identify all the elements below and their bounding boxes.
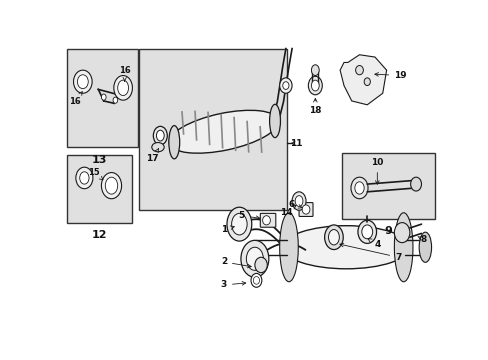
Bar xyxy=(67,155,131,222)
Ellipse shape xyxy=(118,80,128,95)
Ellipse shape xyxy=(114,76,132,100)
Ellipse shape xyxy=(410,177,421,191)
Ellipse shape xyxy=(361,225,372,239)
Ellipse shape xyxy=(156,130,164,141)
Ellipse shape xyxy=(77,75,88,89)
Ellipse shape xyxy=(354,182,364,194)
Ellipse shape xyxy=(364,78,369,86)
Polygon shape xyxy=(340,55,386,105)
Ellipse shape xyxy=(101,172,122,199)
Ellipse shape xyxy=(169,110,278,153)
Ellipse shape xyxy=(153,126,167,145)
Ellipse shape xyxy=(291,192,305,210)
Ellipse shape xyxy=(308,76,322,95)
Ellipse shape xyxy=(311,65,319,76)
Ellipse shape xyxy=(113,97,118,103)
Ellipse shape xyxy=(355,66,363,75)
Ellipse shape xyxy=(279,213,298,282)
Text: 3: 3 xyxy=(220,280,245,289)
Ellipse shape xyxy=(282,226,409,269)
Ellipse shape xyxy=(73,70,92,93)
Ellipse shape xyxy=(80,172,89,184)
Ellipse shape xyxy=(246,247,263,270)
Text: 10: 10 xyxy=(370,158,383,184)
Ellipse shape xyxy=(302,205,309,214)
Ellipse shape xyxy=(241,240,268,277)
Ellipse shape xyxy=(76,167,93,189)
Ellipse shape xyxy=(105,177,118,194)
Ellipse shape xyxy=(250,274,261,287)
Bar xyxy=(67,49,138,147)
Ellipse shape xyxy=(254,257,267,273)
Text: 1: 1 xyxy=(220,225,234,234)
Text: 16: 16 xyxy=(69,92,82,106)
Ellipse shape xyxy=(226,207,251,241)
Ellipse shape xyxy=(357,220,376,243)
Text: 2: 2 xyxy=(220,257,251,268)
FancyBboxPatch shape xyxy=(260,213,275,227)
Ellipse shape xyxy=(253,276,259,284)
Ellipse shape xyxy=(168,126,179,159)
Text: 15: 15 xyxy=(88,168,103,180)
Text: 5: 5 xyxy=(238,211,259,220)
FancyBboxPatch shape xyxy=(299,203,312,216)
Ellipse shape xyxy=(231,213,246,235)
Ellipse shape xyxy=(311,80,319,91)
Ellipse shape xyxy=(418,232,431,262)
Text: 14: 14 xyxy=(279,206,295,217)
Ellipse shape xyxy=(393,222,409,243)
Ellipse shape xyxy=(279,78,291,93)
Ellipse shape xyxy=(101,94,106,100)
Text: 12: 12 xyxy=(91,230,107,239)
Text: 16: 16 xyxy=(119,66,130,81)
Bar xyxy=(138,49,287,210)
Text: 19: 19 xyxy=(374,71,406,80)
Ellipse shape xyxy=(328,230,339,245)
Ellipse shape xyxy=(350,177,367,199)
Ellipse shape xyxy=(151,143,164,152)
Text: 8: 8 xyxy=(417,235,426,244)
Text: 13: 13 xyxy=(91,155,106,165)
Bar xyxy=(342,153,434,219)
Text: 17: 17 xyxy=(146,149,159,163)
Ellipse shape xyxy=(269,104,280,138)
Ellipse shape xyxy=(295,195,302,206)
Ellipse shape xyxy=(282,82,288,89)
Text: 6: 6 xyxy=(288,200,302,209)
Text: 11: 11 xyxy=(289,139,302,148)
Ellipse shape xyxy=(262,216,270,225)
Text: 4: 4 xyxy=(367,239,380,249)
Ellipse shape xyxy=(393,213,412,282)
Text: 18: 18 xyxy=(308,99,321,116)
Text: 7: 7 xyxy=(339,243,401,262)
Ellipse shape xyxy=(324,225,343,249)
Text: 9: 9 xyxy=(384,226,391,236)
